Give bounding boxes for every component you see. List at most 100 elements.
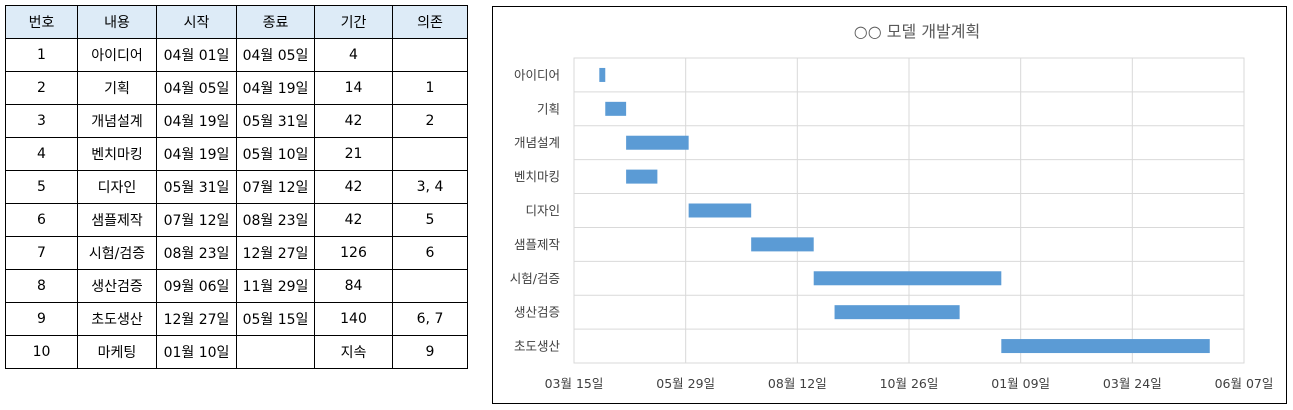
cell-task: 초도생산 bbox=[77, 302, 157, 336]
cell-dependency: 3, 4 bbox=[392, 170, 468, 204]
cell-number: 7 bbox=[5, 236, 78, 270]
category-label: 샘플제작 bbox=[514, 237, 561, 252]
category-label: 벤치마킹 bbox=[514, 169, 560, 184]
gantt-bar bbox=[626, 169, 658, 184]
cell-start: 12월 27일 bbox=[156, 302, 237, 336]
cell-dependency bbox=[392, 38, 468, 72]
cell-duration: 140 bbox=[314, 302, 393, 336]
cell-task: 기획 bbox=[77, 71, 157, 105]
x-tick-label: 03월 24일 bbox=[1103, 376, 1162, 391]
cell-start: 05월 31일 bbox=[156, 170, 237, 204]
table-row: 3 개념설계 04월 19일 05월 31일 42 2 bbox=[5, 104, 468, 138]
gantt-bar bbox=[1001, 339, 1210, 354]
cell-number: 9 bbox=[5, 302, 78, 336]
category-label: 아이디어 bbox=[514, 67, 560, 82]
cell-number: 6 bbox=[5, 203, 78, 237]
cell-task: 벤치마킹 bbox=[77, 137, 157, 171]
cell-dependency: 2 bbox=[392, 104, 468, 138]
gantt-bar bbox=[751, 237, 814, 252]
cell-duration: 4 bbox=[314, 38, 393, 72]
cell-task: 시험/검증 bbox=[77, 236, 157, 270]
gantt-bar bbox=[605, 101, 627, 116]
cell-end: 05월 15일 bbox=[236, 302, 315, 336]
cell-number: 2 bbox=[5, 71, 78, 105]
cell-dependency: 9 bbox=[392, 335, 468, 369]
cell-task: 개념설계 bbox=[77, 104, 157, 138]
column-header: 내용 bbox=[77, 5, 157, 39]
chart-title: ○○ 모델 개발계획 bbox=[854, 22, 980, 41]
category-label: 시험/검증 bbox=[510, 271, 560, 286]
cell-end: 08월 23일 bbox=[236, 203, 315, 237]
cell-dependency: 5 bbox=[392, 203, 468, 237]
cell-dependency: 6, 7 bbox=[392, 302, 468, 336]
cell-end: 07월 12일 bbox=[236, 170, 315, 204]
cell-duration: 21 bbox=[314, 137, 393, 171]
cell-number: 5 bbox=[5, 170, 78, 204]
table-row: 6 샘플제작 07월 12일 08월 23일 42 5 bbox=[5, 203, 468, 237]
table-row: 1 아이디어 04월 01일 04월 05일 4 bbox=[5, 38, 468, 72]
column-header: 기간 bbox=[314, 5, 393, 39]
cell-duration: 42 bbox=[314, 203, 393, 237]
category-label: 초도생산 bbox=[514, 339, 561, 354]
cell-number: 1 bbox=[5, 38, 78, 72]
cell-task: 마케팅 bbox=[77, 335, 157, 369]
gantt-bar bbox=[599, 67, 606, 82]
column-header: 의존 bbox=[392, 5, 468, 39]
gantt-chart-svg: ○○ 모델 개발계획 03월 15일 05월 29일 08월 12일 10월 26일 01… bbox=[510, 22, 1274, 391]
gantt-bar bbox=[834, 305, 960, 320]
cell-start: 04월 19일 bbox=[156, 104, 237, 138]
cell-start: 04월 19일 bbox=[156, 137, 237, 171]
table-row: 4 벤치마킹 04월 19일 05월 10일 21 bbox=[5, 137, 468, 171]
cell-start: 01월 10일 bbox=[156, 335, 237, 369]
cell-end: 12월 27일 bbox=[236, 236, 315, 270]
cell-dependency: 1 bbox=[392, 71, 468, 105]
cell-end: 04월 05일 bbox=[236, 38, 315, 72]
cell-task: 디자인 bbox=[77, 170, 157, 204]
cell-end: 05월 31일 bbox=[236, 104, 315, 138]
cell-duration: 84 bbox=[314, 269, 393, 303]
cell-task: 아이디어 bbox=[77, 38, 157, 72]
table-row: 10 마케팅 01월 10일 지속 9 bbox=[5, 335, 468, 369]
category-label: 개념설계 bbox=[514, 135, 560, 150]
cell-start: 07월 12일 bbox=[156, 203, 237, 237]
table-row: 2 기획 04월 05일 04월 19일 14 1 bbox=[5, 71, 468, 105]
cell-task: 생산검증 bbox=[77, 269, 157, 303]
cell-number: 4 bbox=[5, 137, 78, 171]
x-tick-label: 08월 12일 bbox=[768, 376, 827, 391]
table-row: 8 생산검증 09월 06일 11월 29일 84 bbox=[5, 269, 468, 303]
table-body: 1 아이디어 04월 01일 04월 05일 4 2 기획 04월 05일 04월 19일 14 1… bbox=[5, 38, 468, 369]
cell-start: 04월 05일 bbox=[156, 71, 237, 105]
cell-end: 04월 19일 bbox=[236, 71, 315, 105]
cell-duration: 지속 bbox=[314, 335, 393, 369]
x-tick-label: 05월 29일 bbox=[656, 376, 715, 391]
cell-start: 04월 01일 bbox=[156, 38, 237, 72]
category-label: 기획 bbox=[537, 101, 560, 116]
cell-number: 8 bbox=[5, 269, 78, 303]
cell-start: 09월 06일 bbox=[156, 269, 237, 303]
cell-start: 08월 23일 bbox=[156, 236, 237, 270]
cell-end: 11월 29일 bbox=[236, 269, 315, 303]
gantt-chart: ○○ 모델 개발계획 03월 15일 05월 29일 08월 12일 10월 26일 01… bbox=[492, 6, 1287, 404]
schedule-table: 번호 내용 시작 종료 기간 의존 1 아이디어 04월 01일 04월 05일 4 2 기획 04월 … bbox=[5, 5, 468, 369]
gantt-bar bbox=[813, 271, 1002, 286]
cell-dependency bbox=[392, 137, 468, 171]
column-header: 종료 bbox=[236, 5, 315, 39]
x-tick-label: 01월 09일 bbox=[991, 376, 1050, 391]
cell-number: 10 bbox=[5, 335, 78, 369]
x-tick-label: 10월 26일 bbox=[880, 376, 939, 391]
gantt-bar bbox=[688, 203, 752, 218]
x-tick-label: 03월 15일 bbox=[545, 376, 604, 391]
cell-end: 05월 10일 bbox=[236, 137, 315, 171]
cell-duration: 42 bbox=[314, 170, 393, 204]
cell-duration: 14 bbox=[314, 71, 393, 105]
gantt-bar bbox=[626, 135, 689, 150]
cell-task: 샘플제작 bbox=[77, 203, 157, 237]
cell-dependency bbox=[392, 269, 468, 303]
table-header-row: 번호 내용 시작 종료 기간 의존 bbox=[5, 5, 468, 39]
cell-duration: 42 bbox=[314, 104, 393, 138]
column-header: 번호 bbox=[5, 5, 78, 39]
table-row: 7 시험/검증 08월 23일 12월 27일 126 6 bbox=[5, 236, 468, 270]
cell-duration: 126 bbox=[314, 236, 393, 270]
table-row: 5 디자인 05월 31일 07월 12일 42 3, 4 bbox=[5, 170, 468, 204]
cell-dependency: 6 bbox=[392, 236, 468, 270]
